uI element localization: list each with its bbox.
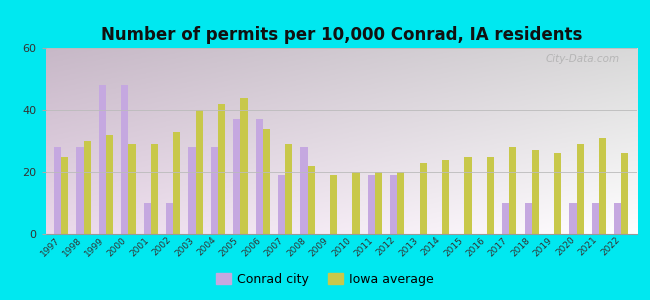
Bar bbox=[122, 85, 129, 234]
Bar bbox=[278, 175, 285, 234]
Bar bbox=[510, 147, 517, 234]
Bar bbox=[151, 144, 158, 234]
Bar bbox=[196, 110, 203, 234]
Bar bbox=[569, 203, 577, 234]
Bar bbox=[166, 203, 173, 234]
Legend: Conrad city, Iowa average: Conrad city, Iowa average bbox=[211, 268, 439, 291]
Bar bbox=[285, 144, 293, 234]
Bar bbox=[621, 153, 629, 234]
Bar bbox=[532, 150, 539, 234]
Bar bbox=[554, 153, 561, 234]
Bar bbox=[525, 203, 532, 234]
Bar bbox=[330, 175, 337, 234]
Text: City-Data.com: City-Data.com bbox=[545, 54, 619, 64]
Bar bbox=[420, 163, 427, 234]
Bar bbox=[442, 160, 449, 234]
Bar bbox=[599, 138, 606, 234]
Bar bbox=[487, 157, 494, 234]
Bar bbox=[307, 166, 315, 234]
Bar bbox=[173, 132, 181, 234]
Bar bbox=[300, 147, 307, 234]
Bar bbox=[129, 144, 136, 234]
Bar bbox=[577, 144, 584, 234]
Bar bbox=[368, 175, 375, 234]
Bar bbox=[77, 147, 84, 234]
Bar bbox=[99, 85, 106, 234]
Bar bbox=[84, 141, 91, 234]
Bar bbox=[465, 157, 472, 234]
Bar bbox=[614, 203, 621, 234]
Bar bbox=[502, 203, 510, 234]
Bar bbox=[188, 147, 196, 234]
Bar bbox=[592, 203, 599, 234]
Bar bbox=[61, 157, 68, 234]
Bar bbox=[263, 129, 270, 234]
Bar bbox=[218, 104, 225, 234]
Bar bbox=[397, 172, 404, 234]
Bar bbox=[375, 172, 382, 234]
Title: Number of permits per 10,000 Conrad, IA residents: Number of permits per 10,000 Conrad, IA … bbox=[101, 26, 582, 44]
Bar bbox=[54, 147, 61, 234]
Bar bbox=[233, 119, 240, 234]
Bar bbox=[106, 135, 113, 234]
Bar bbox=[240, 98, 248, 234]
Bar bbox=[211, 147, 218, 234]
Bar bbox=[255, 119, 263, 234]
Bar bbox=[352, 172, 359, 234]
Bar bbox=[144, 203, 151, 234]
Bar bbox=[390, 175, 397, 234]
